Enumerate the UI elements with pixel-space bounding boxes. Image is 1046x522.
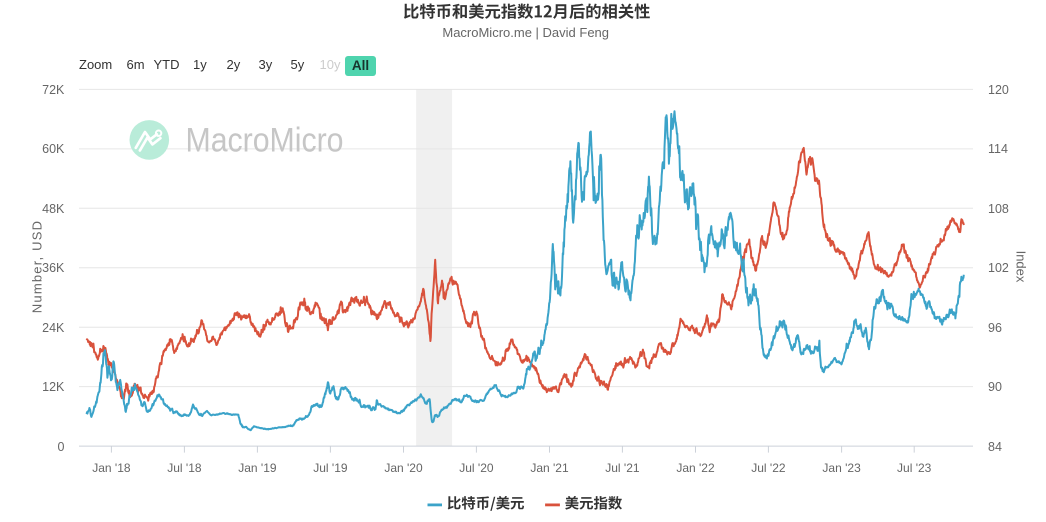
svg-text:MacroMicro: MacroMicro (185, 121, 343, 159)
